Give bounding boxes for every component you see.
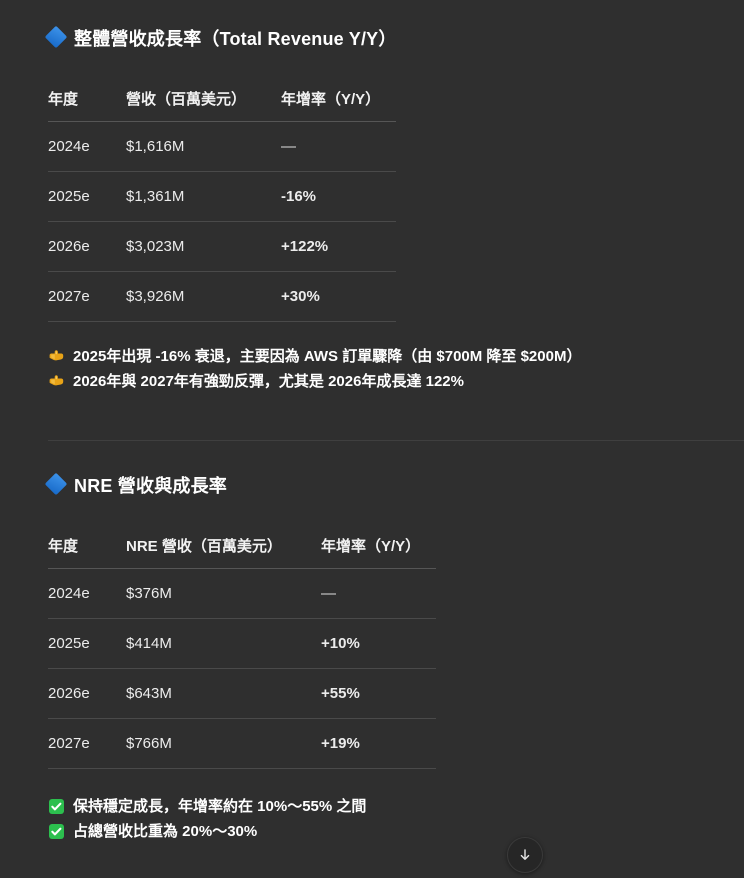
cell-value: $766M [126,718,321,769]
cell-year: 2026e [48,668,126,719]
total-revenue-table: 年度 營收（百萬美元） 年增率（Y/Y） 2024e $1,616M — 202… [48,88,396,322]
column-header-growth: 年增率（Y/Y） [321,535,436,569]
note-text: 2025年出現 -16% 衰退，主要因為 AWS 訂單驟降（由 $700M 降至… [73,348,582,365]
table-row: 2026e $3,023M +122% [48,221,396,272]
table-row: 2024e $376M — [48,568,436,619]
nre-revenue-notes: 保持穩定成長，年增率約在 10%～55% 之間 占總營收比重為 20%～30% [48,795,366,846]
note-text: 保持穩定成長，年增率約在 10%～55% 之間 [73,798,367,815]
scroll-to-bottom-button[interactable] [507,837,543,873]
cell-year: 2027e [48,271,126,322]
section-title: 整體營收成長率（Total Revenue Y/Y） [74,29,397,49]
check-mark-icon [48,823,65,840]
column-header-year: 年度 [48,535,126,569]
section-heading-total-revenue: 整體營收成長率（Total Revenue Y/Y） [44,25,397,51]
note-line: 2026年與 2027年有強勁反彈，尤其是 2026年成長達 122% [48,370,581,393]
cell-growth: +19% [321,718,436,769]
cell-growth: +10% [321,618,436,669]
section-title: NRE 營收與成長率 [74,476,228,496]
nre-revenue-table: 年度 NRE 營收（百萬美元） 年增率（Y/Y） 2024e $376M — 2… [48,535,436,769]
blue-diamond-icon [44,472,68,495]
cell-year: 2024e [48,568,126,619]
cell-year: 2025e [48,618,126,669]
cell-year: 2026e [48,221,126,272]
cell-year: 2025e [48,171,126,222]
table-row: 2027e $766M +19% [48,718,436,769]
total-revenue-table-wrapper: 年度 營收（百萬美元） 年增率（Y/Y） 2024e $1,616M — 202… [48,70,396,322]
note-line: 占總營收比重為 20%～30% [48,820,366,843]
total-revenue-notes: 2025年出現 -16% 衰退，主要因為 AWS 訂單驟降（由 $700M 降至… [48,345,581,396]
section-heading-nre-revenue: NRE 營收與成長率 [44,472,228,498]
table-row: 2026e $643M +55% [48,668,436,719]
arrow-down-icon [517,847,533,863]
note-line: 2025年出現 -16% 衰退，主要因為 AWS 訂單驟降（由 $700M 降至… [48,345,581,368]
cell-year: 2024e [48,121,126,172]
cell-growth: +122% [281,221,396,272]
note-text: 2026年與 2027年有強勁反彈，尤其是 2026年成長達 122% [73,373,464,391]
nre-revenue-table-wrapper: 年度 NRE 營收（百萬美元） 年增率（Y/Y） 2024e $376M — 2… [48,517,436,769]
cell-growth: -16% [281,171,396,222]
cell-value: $3,926M [126,271,281,322]
table-row: 2025e $1,361M -16% [48,171,396,222]
cell-value: $376M [126,568,321,619]
note-text: 占總營收比重為 20%～30% [73,823,258,841]
cell-growth: — [281,121,396,172]
note-line: 保持穩定成長，年增率約在 10%～55% 之間 [48,795,366,818]
table-row: 2024e $1,616M — [48,121,396,172]
column-header-growth: 年增率（Y/Y） [281,88,396,122]
column-header-value: 營收（百萬美元） [126,88,281,122]
table-row: 2025e $414M +10% [48,618,436,669]
cell-growth: +30% [281,271,396,322]
table-header-row: 年度 營收（百萬美元） 年增率（Y/Y） [48,88,396,122]
cell-growth: +55% [321,668,436,719]
cell-value: $3,023M [126,221,281,272]
cell-value: $1,616M [126,121,281,172]
table-header-row: 年度 NRE 營收（百萬美元） 年增率（Y/Y） [48,535,436,569]
pointing-hand-icon [48,373,65,390]
cell-growth: — [321,568,436,619]
pointing-hand-icon [48,348,65,365]
table-row: 2027e $3,926M +30% [48,271,396,322]
column-header-value: NRE 營收（百萬美元） [126,535,321,569]
cell-value: $643M [126,668,321,719]
cell-value: $414M [126,618,321,669]
cell-value: $1,361M [126,171,281,222]
section-divider [48,440,744,441]
blue-diamond-icon [44,25,68,48]
cell-year: 2027e [48,718,126,769]
check-mark-icon [48,798,65,815]
column-header-year: 年度 [48,88,126,122]
